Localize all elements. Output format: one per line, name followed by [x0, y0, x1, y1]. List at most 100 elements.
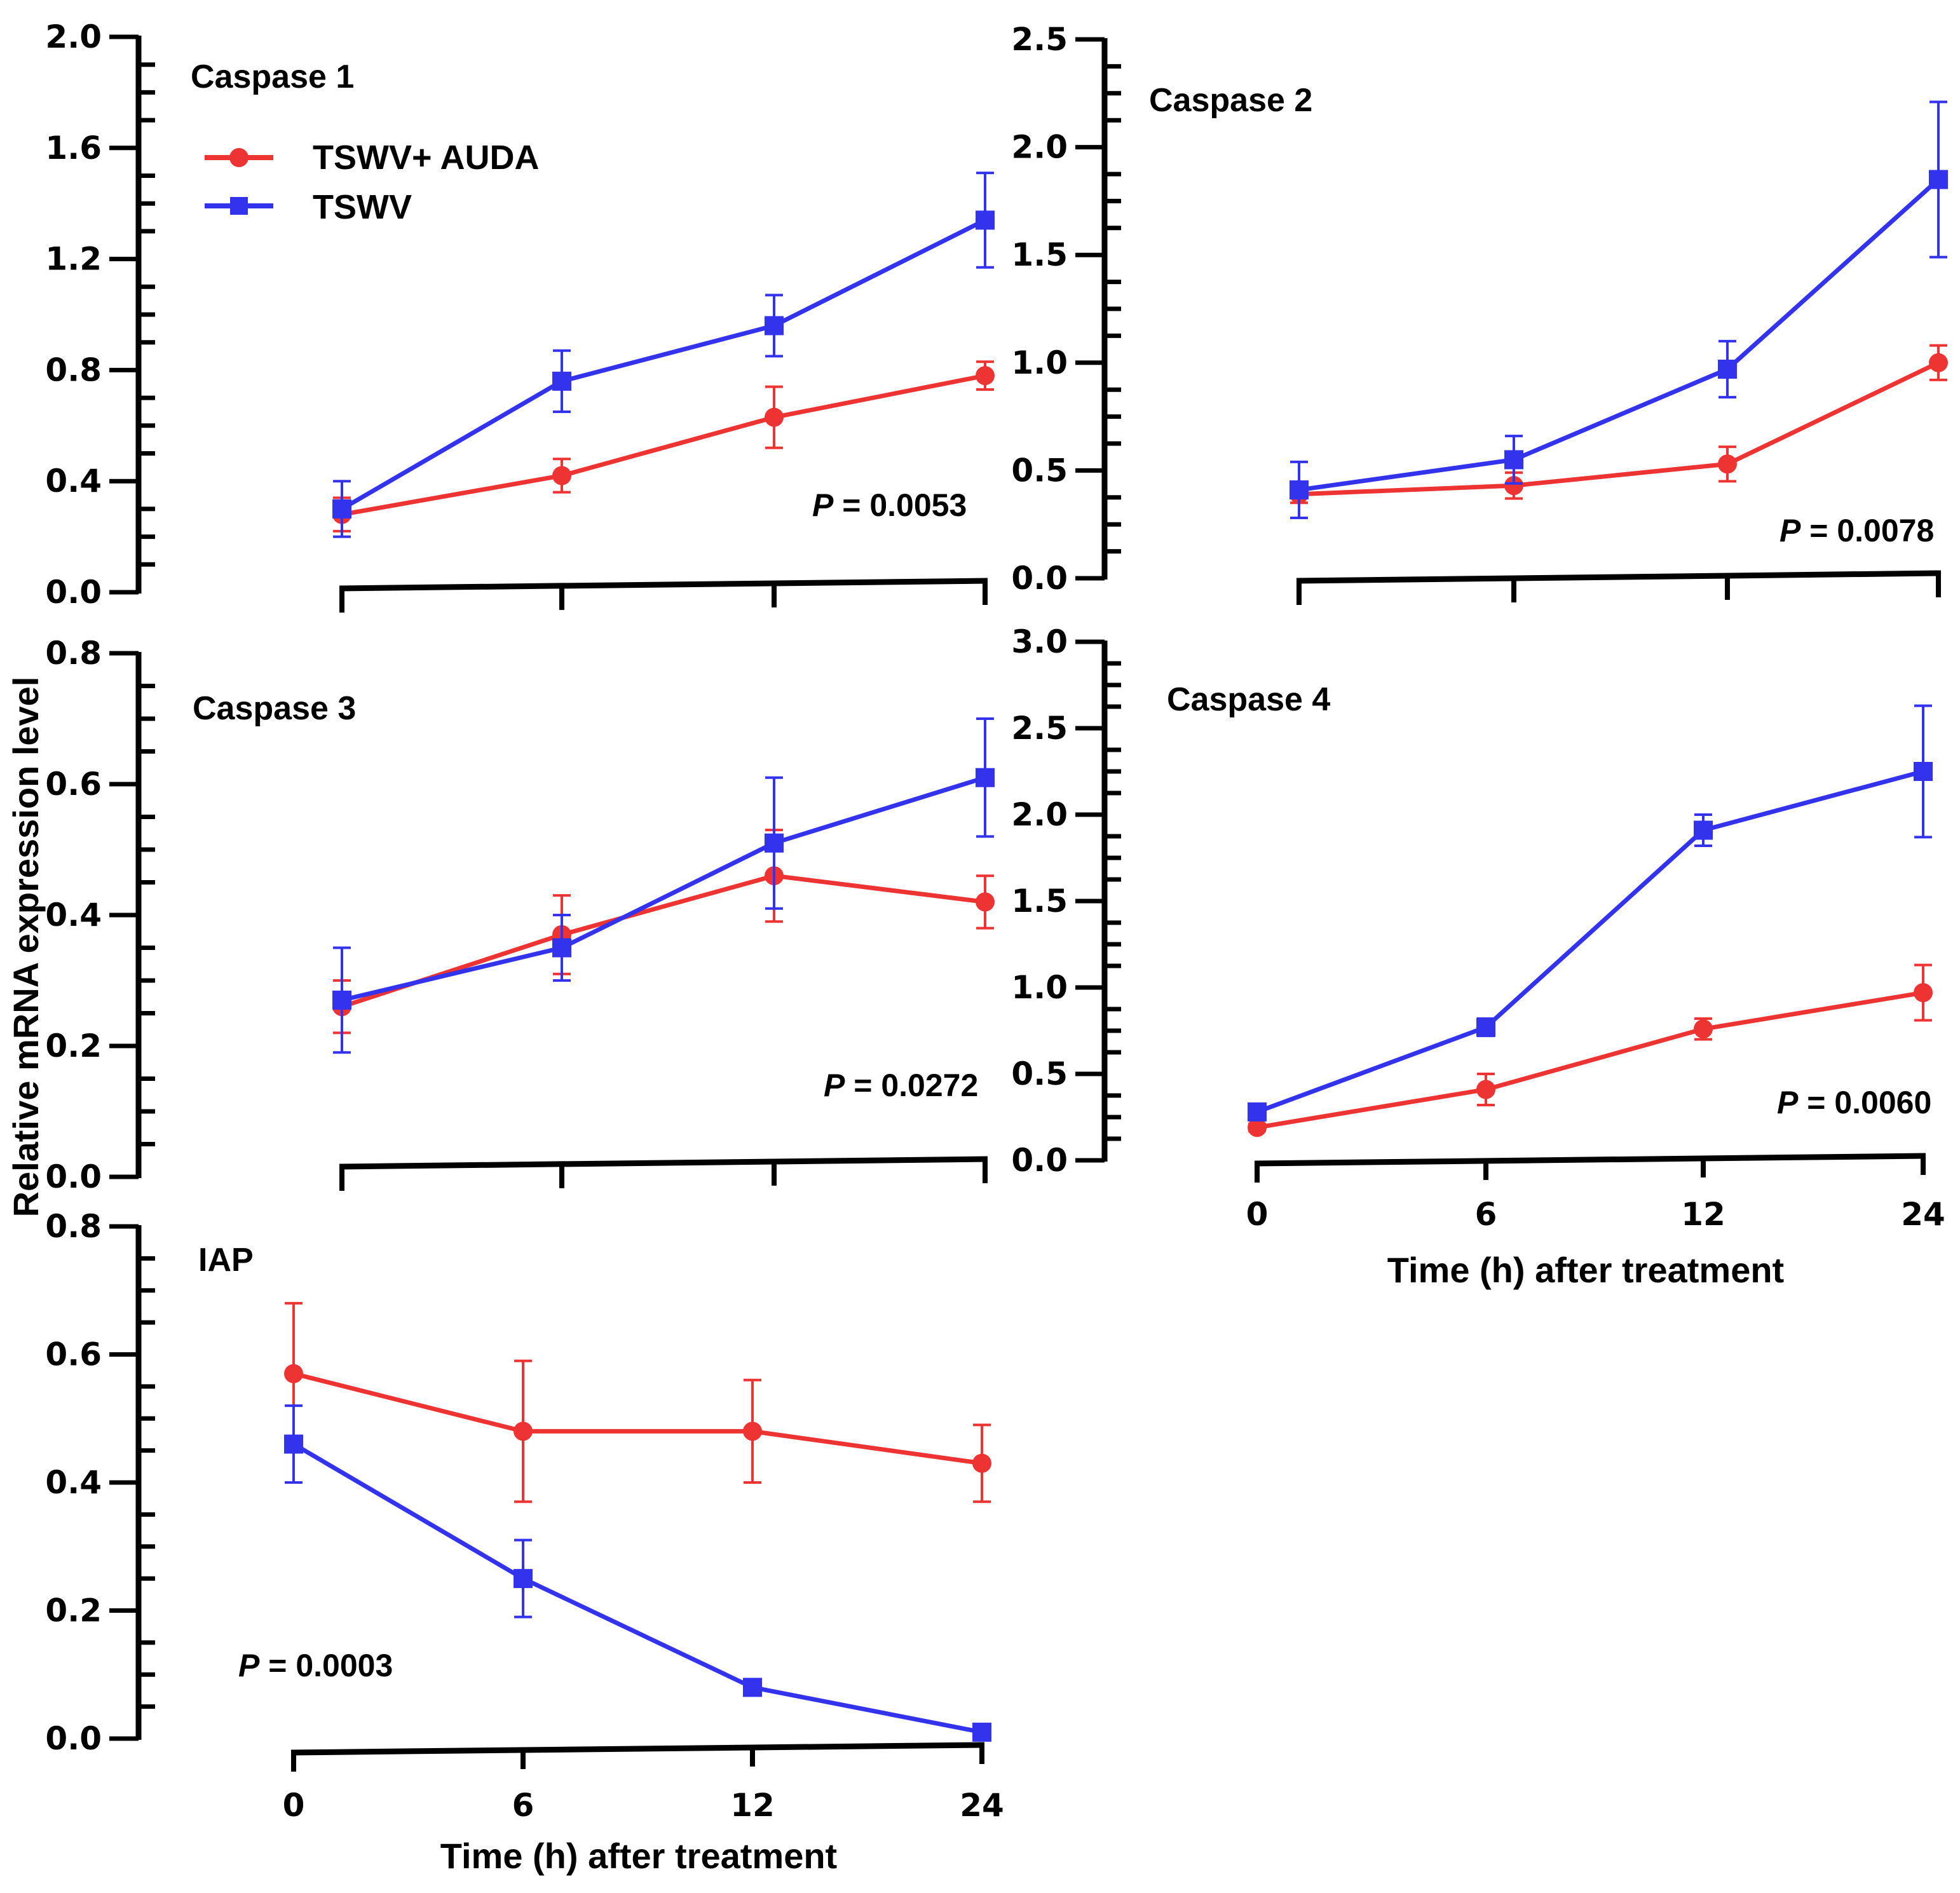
x-tick-label: 24: [1901, 1196, 1945, 1233]
y-tick-label: 1.5: [1011, 883, 1068, 919]
y-axis-title: Relative mRNA expression level: [6, 677, 46, 1218]
data-point: [743, 1678, 762, 1697]
y-tick-label: 1.6: [45, 130, 102, 166]
p-value-text: = 0.0078: [1800, 513, 1934, 548]
y-tick-label: 0.6: [45, 1336, 102, 1373]
y-tick-label: 0.8: [45, 1208, 102, 1245]
p-symbol: P: [824, 1068, 845, 1103]
y-tick-label: 0.0: [1011, 560, 1068, 597]
x-axis-line: [339, 578, 988, 592]
series-line: [1298, 177, 1940, 492]
legend-marker-tswv: [230, 197, 248, 215]
p-symbol: P: [1780, 513, 1801, 548]
data-point: [332, 990, 351, 1010]
series-line: [341, 373, 986, 517]
y-tick-label: 0.4: [45, 463, 102, 499]
series-line: [1256, 990, 1924, 1130]
p-value-caspase2: P = 0.0078: [1780, 513, 1934, 548]
panel-title-caspase3: Caspase 3: [193, 690, 356, 727]
x-axis-line: [1296, 570, 1942, 584]
y-tick-label: 0.4: [45, 1464, 102, 1501]
y-tick-label: 1.2: [45, 241, 102, 278]
data-point: [1718, 454, 1737, 474]
data-point: [514, 1421, 533, 1441]
data-point: [976, 768, 995, 787]
panel-title-caspase4: Caspase 4: [1167, 681, 1330, 718]
x-axis-title-iap: Time (h) after treatment: [440, 1836, 837, 1876]
data-point: [552, 938, 571, 958]
y-tick-label: 2.5: [1011, 710, 1068, 747]
p-value-caspase4: P = 0.0060: [1777, 1085, 1931, 1120]
series-tswv: [1290, 100, 1948, 520]
series-line: [1256, 769, 1924, 1115]
x-tick-label: 24: [960, 1787, 1004, 1824]
x-axis-line: [290, 1742, 985, 1756]
data-point: [1929, 170, 1948, 189]
series-tswv-auda: [1248, 963, 1933, 1137]
x-tick-label: 0: [1246, 1196, 1269, 1233]
data-point: [765, 833, 784, 853]
series-line: [292, 1442, 983, 1735]
data-point: [1248, 1118, 1267, 1137]
y-tick-label: 1.0: [1011, 344, 1068, 381]
legend: TSWV+ AUDA TSWV: [205, 139, 540, 226]
data-point: [1248, 1102, 1267, 1122]
data-point: [972, 1722, 991, 1742]
panel-caspase1: 0.0 0.4 0.8 1.2 1.6 2.0 Caspase 1 P = 0.0053: [45, 18, 995, 613]
y-tick-label: 0.6: [45, 766, 102, 803]
data-point: [743, 1421, 762, 1441]
y-tick-label: 0.0: [45, 1158, 102, 1195]
series-tswv-auda: [284, 1301, 991, 1503]
y-tick-label: 1.0: [1011, 969, 1068, 1006]
y-tick-label: 0.5: [1011, 452, 1068, 489]
panel-title-caspase1: Caspase 1: [191, 58, 354, 95]
y-tick-label: 3.0: [1011, 623, 1068, 660]
x-tick-label: 12: [1681, 1196, 1725, 1233]
panel-iap: 0.0 0.2 0.4 0.6 0.8 0 6 12 24 IAP P = 0.0003: [45, 1208, 1004, 1824]
y-tick-label: 0.0: [1011, 1142, 1068, 1179]
series-line: [341, 218, 986, 511]
y-tick-label: 1.5: [1011, 236, 1068, 273]
y-tick-label: 0.5: [1011, 1055, 1068, 1092]
data-point: [976, 210, 995, 230]
panel-caspase4: 0.0 0.5 1.0 1.5 2.0 2.5 3.0 0 6 12 24 Caspase 4 P = …: [1011, 623, 1945, 1233]
p-value-text: = 0.0060: [1798, 1085, 1931, 1120]
panel-title-iap: IAP: [198, 1242, 254, 1279]
x-tick-label: 6: [512, 1787, 534, 1824]
panel-caspase3: 0.0 0.2 0.4 0.6 0.8 Caspase 3 P = 0.0272: [45, 635, 995, 1195]
y-tick-label: 0.0: [45, 1720, 102, 1757]
y-tick-label: 0.2: [45, 1592, 102, 1629]
data-point: [332, 499, 351, 519]
data-point: [1504, 476, 1523, 496]
data-point: [1476, 1017, 1495, 1037]
plots: 0.0 0.4 0.8 1.2 1.6 2.0 Caspase 1 P = 0.0053 0.0…: [45, 18, 1948, 1824]
p-symbol: P: [812, 487, 834, 523]
series-tswv: [1248, 704, 1933, 1122]
data-point: [1694, 1019, 1713, 1039]
p-value-text: = 0.0272: [845, 1068, 978, 1103]
p-value-text: = 0.0053: [833, 487, 967, 523]
data-point: [765, 316, 784, 336]
legend-marker-tswv-auda: [229, 148, 248, 167]
series-line: [341, 775, 986, 1003]
series-tswv: [332, 172, 995, 538]
data-point: [1504, 450, 1523, 470]
panel-caspase2: 0.0 0.5 1.0 1.5 2.0 2.5 Caspase 2 P = 0.0078: [1011, 21, 1948, 605]
y-tick-label: 2.0: [1011, 796, 1068, 833]
data-point: [514, 1569, 533, 1589]
series-line: [293, 1371, 983, 1466]
y-tick-label: 2.0: [45, 18, 102, 55]
data-point: [1914, 983, 1933, 1003]
series-line: [341, 873, 986, 1009]
legend-item-tswv-auda: TSWV+ AUDA: [205, 139, 540, 177]
data-point: [1929, 353, 1948, 372]
data-point: [976, 892, 995, 912]
p-value-iap: P = 0.0003: [238, 1648, 393, 1683]
data-point: [1914, 762, 1933, 781]
panel-title-caspase2: Caspase 2: [1149, 82, 1312, 119]
data-point: [972, 1453, 991, 1473]
y-tick-label: 0.8: [45, 351, 102, 388]
p-symbol: P: [1777, 1085, 1799, 1120]
y-tick-label: 0.2: [45, 1028, 102, 1064]
